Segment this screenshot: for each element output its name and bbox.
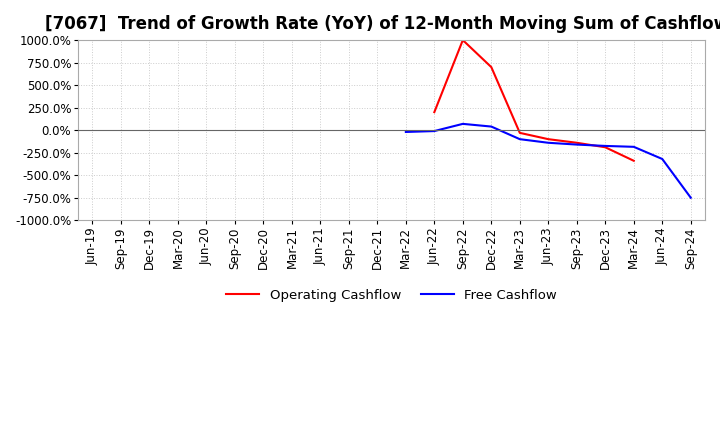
Free Cashflow — [402, 129, 410, 135]
Operating Cashflow — [601, 145, 610, 150]
Operating Cashflow — [459, 37, 467, 43]
Free Cashflow — [658, 156, 667, 161]
Free Cashflow — [516, 136, 524, 142]
Free Cashflow — [601, 143, 610, 149]
Operating Cashflow — [572, 140, 581, 145]
Free Cashflow — [686, 195, 695, 200]
Operating Cashflow — [487, 65, 495, 70]
Operating Cashflow — [516, 130, 524, 136]
Line: Free Cashflow: Free Cashflow — [406, 124, 690, 198]
Free Cashflow — [459, 121, 467, 127]
Free Cashflow — [544, 140, 553, 145]
Operating Cashflow — [629, 158, 638, 163]
Free Cashflow — [629, 144, 638, 150]
Free Cashflow — [430, 128, 438, 134]
Free Cashflow — [487, 124, 495, 129]
Operating Cashflow — [544, 136, 553, 142]
Operating Cashflow — [430, 110, 438, 115]
Title: [7067]  Trend of Growth Rate (YoY) of 12-Month Moving Sum of Cashflows: [7067] Trend of Growth Rate (YoY) of 12-… — [45, 15, 720, 33]
Line: Operating Cashflow: Operating Cashflow — [434, 40, 634, 161]
Free Cashflow — [572, 142, 581, 147]
Legend: Operating Cashflow, Free Cashflow: Operating Cashflow, Free Cashflow — [221, 284, 562, 307]
